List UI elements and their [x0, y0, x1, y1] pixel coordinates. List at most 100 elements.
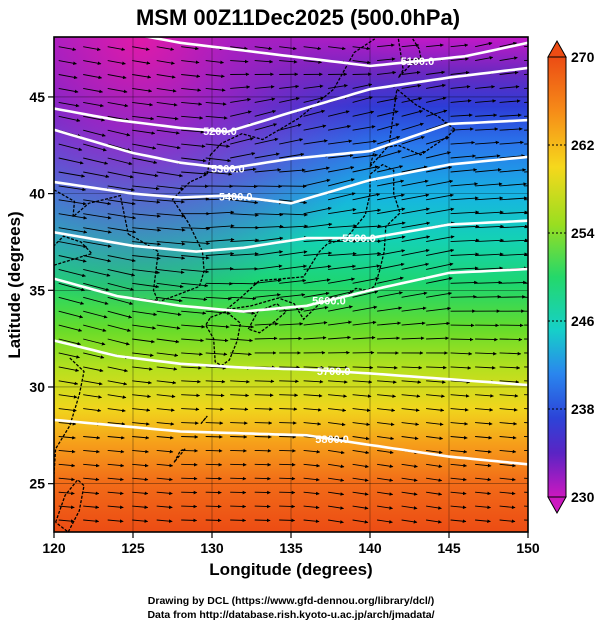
wind-arrow-142: [107, 143, 132, 152]
wind-arrow-553: [377, 422, 395, 427]
wind-arrow-433: [377, 336, 400, 340]
wind-arrow-105: [181, 115, 204, 120]
wind-arrow-214: [401, 179, 429, 187]
wind-arrow-547: [230, 421, 248, 425]
wind-arrow-691: [328, 519, 344, 524]
wind-arrow-132: [352, 125, 376, 131]
credit-drawing: Drawing by DCL (https://www.gfd-dennou.o…: [148, 595, 434, 607]
wind-arrow-297: [475, 238, 504, 243]
wind-arrow-446: [205, 352, 228, 356]
wind-arrow-65: [181, 87, 202, 92]
wind-arrow-478: [499, 366, 521, 370]
wind-arrow-192: [352, 165, 379, 173]
wind-arrow-533: [377, 408, 396, 413]
contour-label-1: 5200.0: [203, 126, 237, 138]
wind-arrow-53: [377, 70, 397, 75]
credit-data: Data from http://database.rish.kyoto-u.a…: [147, 609, 434, 621]
wind-arrow-564: [156, 435, 174, 440]
wind-arrow-505: [181, 393, 201, 398]
wind-arrow-334: [401, 262, 430, 270]
wind-arrow-311: [328, 252, 357, 256]
wind-arrow-258: [499, 210, 528, 215]
wind-arrow-621: [83, 477, 100, 482]
wind-arrow-305: [181, 255, 210, 260]
wind-arrow-182: [107, 171, 134, 179]
wind-arrow-638: [499, 477, 516, 482]
wind-arrow-80: [58, 101, 80, 108]
wind-arrow-681: [83, 519, 100, 523]
wind-arrow-180: [58, 171, 85, 178]
wind-arrow-238: [499, 196, 528, 201]
wind-arrow-246: [205, 210, 235, 215]
wind-arrow-177: [475, 154, 501, 159]
wind-arrow-422: [107, 338, 130, 346]
wind-arrow-369: [279, 293, 306, 298]
wind-arrow-203: [132, 185, 160, 191]
wind-arrow-367: [230, 296, 257, 301]
wind-arrow-63: [132, 87, 153, 93]
wind-arrow-112: [352, 110, 375, 117]
wind-arrow-37: [475, 56, 494, 62]
wind-arrow-384: [156, 310, 182, 317]
wind-arrow-548: [254, 421, 273, 425]
wind-arrow-567: [230, 435, 248, 439]
wind-arrow-102: [107, 115, 130, 122]
wind-arrow-549: [279, 421, 297, 425]
wind-arrow-550: [303, 422, 322, 426]
wind-arrow-660: [58, 505, 75, 510]
wind-arrow-1: [83, 46, 101, 51]
wind-arrow-146: [205, 143, 230, 148]
wind-arrow-134: [401, 122, 424, 131]
wind-arrow-620: [58, 477, 75, 482]
wind-arrow-141: [83, 143, 107, 152]
wind-arrow-440: [58, 352, 80, 359]
wind-arrow-249: [279, 212, 308, 217]
wind-arrow-21: [83, 60, 102, 65]
wind-arrow-262: [107, 227, 137, 234]
wind-arrow-107: [230, 110, 252, 117]
wind-arrow-465: [181, 366, 202, 370]
wind-arrow-232: [352, 192, 381, 201]
wind-arrow-601: [83, 463, 100, 468]
wind-arrow-556: [450, 422, 469, 426]
contour-label-0: 5100.0: [401, 56, 435, 68]
wind-arrow-327: [230, 267, 259, 271]
wind-arrow-101: [83, 115, 105, 122]
wind-arrow-403: [132, 324, 156, 330]
wind-arrow-273: [377, 221, 406, 229]
wind-arrow-555: [426, 422, 444, 427]
wind-arrow-562: [107, 435, 125, 440]
coastline-honshu: [225, 163, 401, 321]
wind-arrow-500: [58, 394, 78, 399]
wind-arrow-315: [426, 248, 455, 256]
wind-arrow-692: [352, 519, 369, 524]
wind-arrow-74: [401, 84, 422, 89]
wind-arrow-325: [181, 268, 210, 274]
wind-arrow-486: [205, 379, 226, 384]
wind-arrow-592: [352, 449, 370, 455]
wind-arrow-676: [450, 505, 467, 510]
wind-arrow-54: [401, 70, 421, 75]
wind-arrow-673: [377, 505, 393, 510]
wind-arrow-636: [450, 477, 467, 482]
wind-arrow-504: [156, 394, 176, 399]
wind-arrow-308: [254, 250, 283, 256]
wind-arrow-390: [303, 305, 329, 312]
wind-arrow-583: [132, 449, 149, 454]
wind-arrow-168: [254, 152, 280, 159]
wind-arrow-690: [303, 519, 320, 524]
wind-arrow-98: [499, 99, 521, 103]
wind-arrow-535: [426, 408, 445, 412]
wind-arrow-483: [132, 380, 152, 385]
wind-arrow-679: [524, 505, 528, 507]
wind-arrow-288: [254, 236, 284, 243]
wind-arrow-253: [377, 207, 406, 215]
wind-arrow-437: [475, 337, 498, 342]
wind-arrow-175: [425, 151, 451, 159]
wind-arrow-33: [377, 57, 396, 62]
wind-arrow-108: [254, 109, 277, 117]
wind-arrow-617: [475, 463, 492, 468]
wind-arrow-595: [426, 449, 443, 455]
wind-arrow-542: [107, 422, 126, 426]
wind-arrow-698: [499, 519, 516, 523]
